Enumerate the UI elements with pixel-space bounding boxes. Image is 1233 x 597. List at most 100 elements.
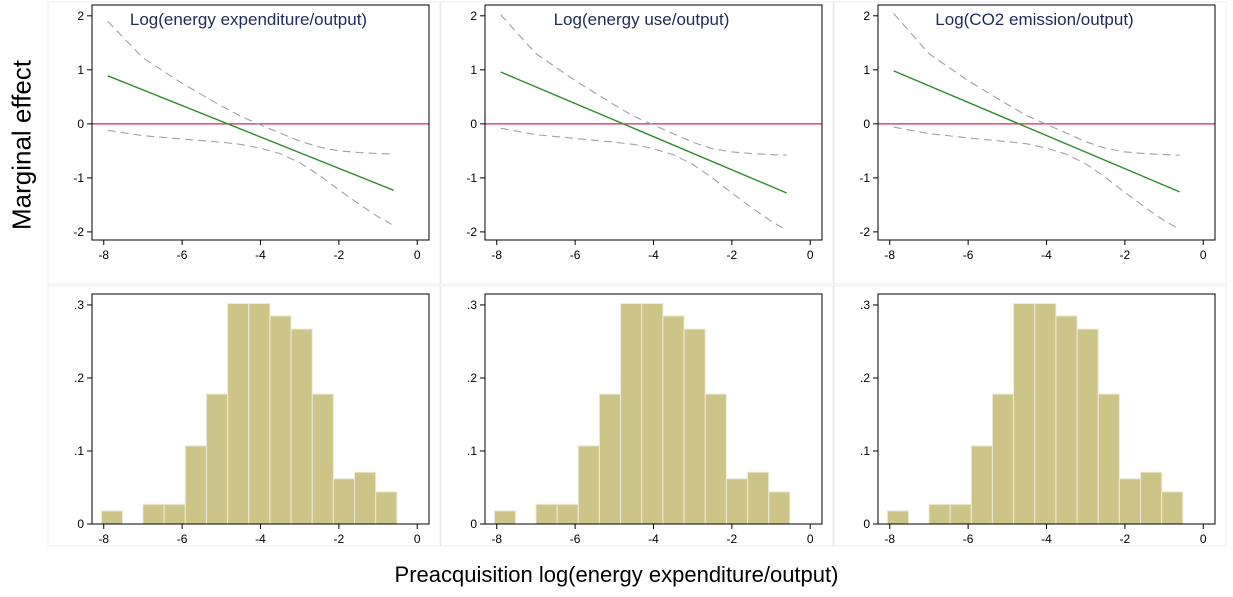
y-tick-label: 0	[77, 517, 84, 531]
y-tick-label: -1	[73, 171, 84, 185]
x-tick-label: -6	[177, 248, 188, 262]
x-tick-label: 0	[1200, 532, 1207, 546]
confidence-bound-upper	[893, 13, 1180, 156]
marginal-effect-line	[500, 71, 787, 194]
y-tick-label: .1	[74, 444, 84, 458]
histogram-bar	[683, 328, 706, 525]
panel-2: Log(energy use/output) -8 -6 -4 -2 0 2 1 0 -1 -2	[440, 1, 834, 285]
histogram-bar	[641, 302, 664, 525]
confidence-bound-upper	[500, 14, 787, 156]
panel-title: Log(CO2 emission/output)	[935, 10, 1133, 29]
x-tick-label: -6	[570, 532, 581, 546]
y-tick-label: -2	[859, 225, 870, 239]
histogram-bar	[535, 503, 558, 525]
histogram-bar	[248, 302, 271, 525]
y-tick-label: 0	[863, 117, 870, 131]
y-tick-label: 1	[863, 63, 870, 77]
x-tick-label: -4	[1041, 248, 1052, 262]
y-tick-label: 0	[470, 117, 477, 131]
y-tick-label: 0	[77, 117, 84, 131]
x-tick-label: -4	[648, 532, 659, 546]
y-tick-label: 1	[470, 63, 477, 77]
panel-5: -8 -6 -4 -2 0 .3 .2 .1 0	[440, 285, 834, 547]
x-tick-label: 0	[1200, 248, 1207, 262]
histogram-bar	[928, 503, 951, 525]
x-tick-label: -6	[963, 248, 974, 262]
x-tick-label: 0	[414, 248, 421, 262]
x-tick-label: -2	[1120, 532, 1131, 546]
histogram-bar	[747, 471, 770, 525]
y-tick-label: 1	[77, 63, 84, 77]
marginal-effect-line	[107, 75, 394, 191]
histogram-bar	[100, 510, 124, 525]
panel-4: -8 -6 -4 -2 0 .3 .2 .1 0	[47, 285, 441, 547]
x-tick-label: -2	[334, 532, 345, 546]
panel-frame	[833, 1, 1227, 285]
histogram-bar	[227, 302, 250, 525]
histogram-bar	[354, 471, 377, 525]
y-tick-label: .3	[860, 298, 870, 312]
histogram-bar	[311, 393, 334, 525]
confidence-bound-lower	[500, 127, 787, 231]
histogram-bar	[375, 491, 398, 525]
x-tick-label: -2	[1120, 248, 1131, 262]
panel-3: Log(CO2 emission/output) -8 -6 -4 -2 0 2 1 0 -1 -2	[833, 1, 1227, 285]
x-tick-label: -8	[491, 532, 502, 546]
x-tick-label: -4	[255, 532, 266, 546]
y-tick-label: 2	[77, 9, 84, 23]
x-tick-label: -8	[884, 248, 895, 262]
y-tick-label: 2	[863, 9, 870, 23]
histogram-bar	[1076, 328, 1099, 525]
histogram-bar	[1013, 302, 1036, 525]
x-tick-label: -2	[334, 248, 345, 262]
panel-title: Log(energy use/output)	[554, 10, 730, 29]
histogram-bar	[598, 393, 622, 525]
histogram-bar	[1034, 302, 1057, 525]
x-axis-title: Preacquisition log(energy expenditure/ou…	[394, 562, 839, 587]
x-tick-label: -4	[1041, 532, 1052, 546]
y-tick-label: 0	[470, 517, 477, 531]
panel-frame	[47, 1, 441, 285]
confidence-bound-upper	[107, 20, 394, 155]
x-tick-label: -8	[98, 532, 109, 546]
panel-frame	[440, 1, 834, 285]
y-tick-label: .3	[467, 298, 477, 312]
x-tick-label: -6	[963, 532, 974, 546]
y-tick-label: -2	[73, 225, 84, 239]
histogram-bar	[886, 510, 910, 525]
y-tick-label: -2	[466, 225, 477, 239]
histogram-bar	[1055, 315, 1078, 525]
histogram-bar	[1097, 393, 1120, 525]
histogram-bar	[577, 445, 600, 525]
histogram-bar	[991, 393, 1015, 525]
histogram-bar	[949, 503, 972, 525]
y-tick-label: -1	[859, 171, 870, 185]
histogram-bar	[556, 503, 579, 525]
x-tick-label: -6	[570, 248, 581, 262]
histogram-bar	[768, 491, 791, 525]
histogram-bar	[704, 393, 727, 525]
y-tick-label: .2	[467, 371, 477, 385]
histogram-bar	[269, 315, 292, 525]
y-tick-label: .1	[860, 444, 870, 458]
histogram-bar	[725, 478, 749, 525]
histogram-bar	[142, 503, 165, 525]
histogram-bar	[1118, 478, 1142, 525]
x-tick-label: -4	[255, 248, 266, 262]
marginal-effect-line	[893, 70, 1180, 193]
x-tick-label: -8	[98, 248, 109, 262]
histogram-bar	[620, 302, 643, 525]
histogram-bar	[1140, 471, 1163, 525]
histogram-bar	[1161, 491, 1184, 525]
y-tick-label: 2	[470, 9, 477, 23]
histogram-bar	[332, 478, 356, 525]
x-tick-label: -2	[727, 532, 738, 546]
y-tick-label: .1	[467, 444, 477, 458]
y-tick-label: .2	[860, 371, 870, 385]
x-tick-label: -8	[884, 532, 895, 546]
x-tick-label: -4	[648, 248, 659, 262]
x-tick-label: 0	[807, 248, 814, 262]
confidence-bound-lower	[107, 129, 394, 226]
